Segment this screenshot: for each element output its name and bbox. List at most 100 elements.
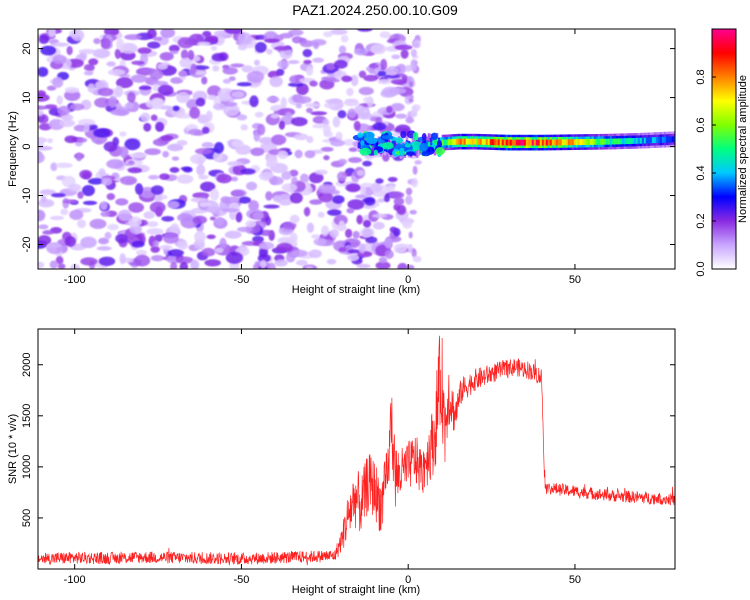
- spectrogram-noise-blob: [38, 261, 45, 268]
- spectrogram-noise-blob: [97, 87, 114, 97]
- spectrogram-noise-blob: [311, 234, 321, 239]
- spectrogram-band-cell: [451, 139, 455, 145]
- spectrogram-noise-blob: [66, 45, 73, 56]
- spectrogram-noise-blob: [217, 88, 235, 100]
- spectrogram-noise-blob: [404, 64, 412, 73]
- spectrogram-noise-blob: [407, 244, 413, 253]
- spectrogram-band-cell: [669, 136, 673, 143]
- spectrogram-noise-blob: [146, 228, 164, 235]
- spectrogram-noise-blob: [296, 96, 312, 104]
- spectrogram-noise-blob: [249, 95, 259, 108]
- spectrogram-noise-blob: [250, 147, 265, 157]
- spectrogram-noise-blob: [356, 263, 371, 269]
- spectrogram-noise-blob: [39, 189, 56, 196]
- spectrogram-y-tick-label: 20: [21, 42, 33, 54]
- spectrogram-noise-blob: [354, 194, 368, 199]
- spectrogram-noise-blob: [405, 187, 413, 196]
- spectrogram-noise-blob: [77, 219, 87, 229]
- spectrogram-noise-blob: [387, 176, 398, 183]
- spectrogram-noise-blob: [271, 134, 287, 145]
- spectrogram-noise-blob: [225, 251, 244, 264]
- spectrogram-noise-blob: [405, 264, 415, 269]
- spectrogram-band-cell: [621, 138, 625, 145]
- spectrogram-noise-blob: [201, 142, 214, 148]
- spectrogram-noise-blob: [212, 65, 220, 72]
- spectrogram-noise-blob: [176, 92, 190, 104]
- spectrogram-band-cell: [523, 139, 527, 146]
- snr-y-tick-label: 500: [21, 509, 33, 527]
- spectrogram-noise-blob: [224, 29, 242, 35]
- spectrogram-band-cell: [609, 138, 613, 145]
- spectrogram-noise-blob: [332, 195, 345, 204]
- spectrogram-noise-blob: [115, 233, 128, 244]
- spectrogram-noise-blob: [146, 221, 159, 228]
- spectrogram-noise-blob: [358, 243, 366, 254]
- spectrogram-noise-blob: [377, 78, 392, 85]
- spectrogram-y-tick-label: -20: [21, 237, 33, 253]
- spectrogram-band-cell: [493, 139, 497, 146]
- spectrogram-noise-blob: [222, 67, 238, 75]
- spectrogram-noise-blob: [378, 256, 388, 264]
- spectrogram-noise-blob: [46, 138, 54, 144]
- spectrogram-noise-blob: [118, 209, 132, 222]
- spectrogram-band-cell: [467, 138, 471, 145]
- spectrogram-noise-blob: [308, 172, 324, 184]
- spectrogram-noise-blob: [201, 76, 208, 85]
- spectrogram-noise-blob: [131, 60, 145, 65]
- spectrogram-y-ticks: -20 -10 0 10 20: [21, 42, 675, 252]
- snr-frame: [37, 328, 676, 570]
- spectrogram-band-cell: [649, 137, 653, 144]
- spectrogram-noise-blob: [270, 114, 280, 119]
- snr-y-tick-label: 1000: [21, 455, 33, 479]
- spectrogram-noise-blob: [310, 111, 328, 116]
- spectrogram-transition-blob: [421, 151, 431, 157]
- spectrogram-noise-blob: [115, 77, 134, 89]
- spectrogram-band-cell: [497, 139, 501, 146]
- spectrogram-noise-blob: [207, 94, 217, 101]
- spectrogram-band-cell: [561, 139, 565, 146]
- spectrogram-noise-blob: [321, 225, 330, 237]
- spectrogram-noise-blob: [312, 41, 320, 50]
- spectrogram-band-cell: [575, 139, 579, 146]
- snr-y-tick-label: 2000: [21, 353, 33, 377]
- spectrogram-band-cell: [589, 138, 593, 145]
- spectrogram-noise-blob: [384, 249, 394, 259]
- spectrogram-band-cell: [473, 138, 477, 145]
- spectrogram-noise-blob: [162, 232, 179, 244]
- spectrogram-band-cell: [611, 138, 615, 145]
- spectrogram-noise-blob: [147, 41, 161, 49]
- spectrogram-noise-blob: [148, 174, 160, 180]
- spectrogram-noise-blob: [190, 63, 197, 75]
- spectrogram-noise-blob: [372, 221, 385, 230]
- spectrogram-noise-blob: [38, 66, 49, 77]
- spectrogram-noise-blob: [314, 169, 328, 175]
- spectrogram-noise-blob: [384, 238, 393, 249]
- spectrogram-noise-blob: [52, 42, 69, 47]
- spectrogram-noise-blob: [69, 103, 85, 111]
- spectrogram-noise-blob: [357, 29, 373, 32]
- spectrogram-noise-blob: [280, 97, 287, 109]
- spectrogram-band-cell: [627, 138, 631, 145]
- spectrogram-noise-blob: [127, 167, 142, 174]
- spectrogram-noise-blob: [195, 97, 206, 107]
- spectrogram-transition-blob: [359, 147, 372, 156]
- spectrogram-band-cell: [593, 138, 597, 145]
- spectrogram-noise-blob: [393, 243, 408, 254]
- spectrogram-noise-blob: [211, 53, 227, 62]
- spectrogram-noise-blob: [259, 259, 267, 269]
- spectrogram-noise-blob: [216, 173, 232, 184]
- spectrogram-noise-blob: [159, 51, 174, 61]
- spectrogram-noise-blob: [160, 29, 176, 38]
- spectrogram-noise-blob: [411, 177, 418, 188]
- spectrogram-noise-blob: [237, 32, 253, 45]
- spectrogram-noise-blob: [179, 261, 189, 269]
- spectrogram-noise-blob: [96, 246, 112, 251]
- snr-x-tick-label: -100: [64, 574, 86, 586]
- spectrogram-band-cell: [661, 136, 665, 143]
- spectrogram-noise-blob: [323, 131, 334, 138]
- spectrogram-noise-blob: [389, 226, 398, 233]
- snr-y-ticks: 500 1000 1500 2000: [21, 353, 675, 527]
- spectrogram-noise-blob: [170, 77, 184, 84]
- spectrogram-noise-blob: [50, 215, 65, 221]
